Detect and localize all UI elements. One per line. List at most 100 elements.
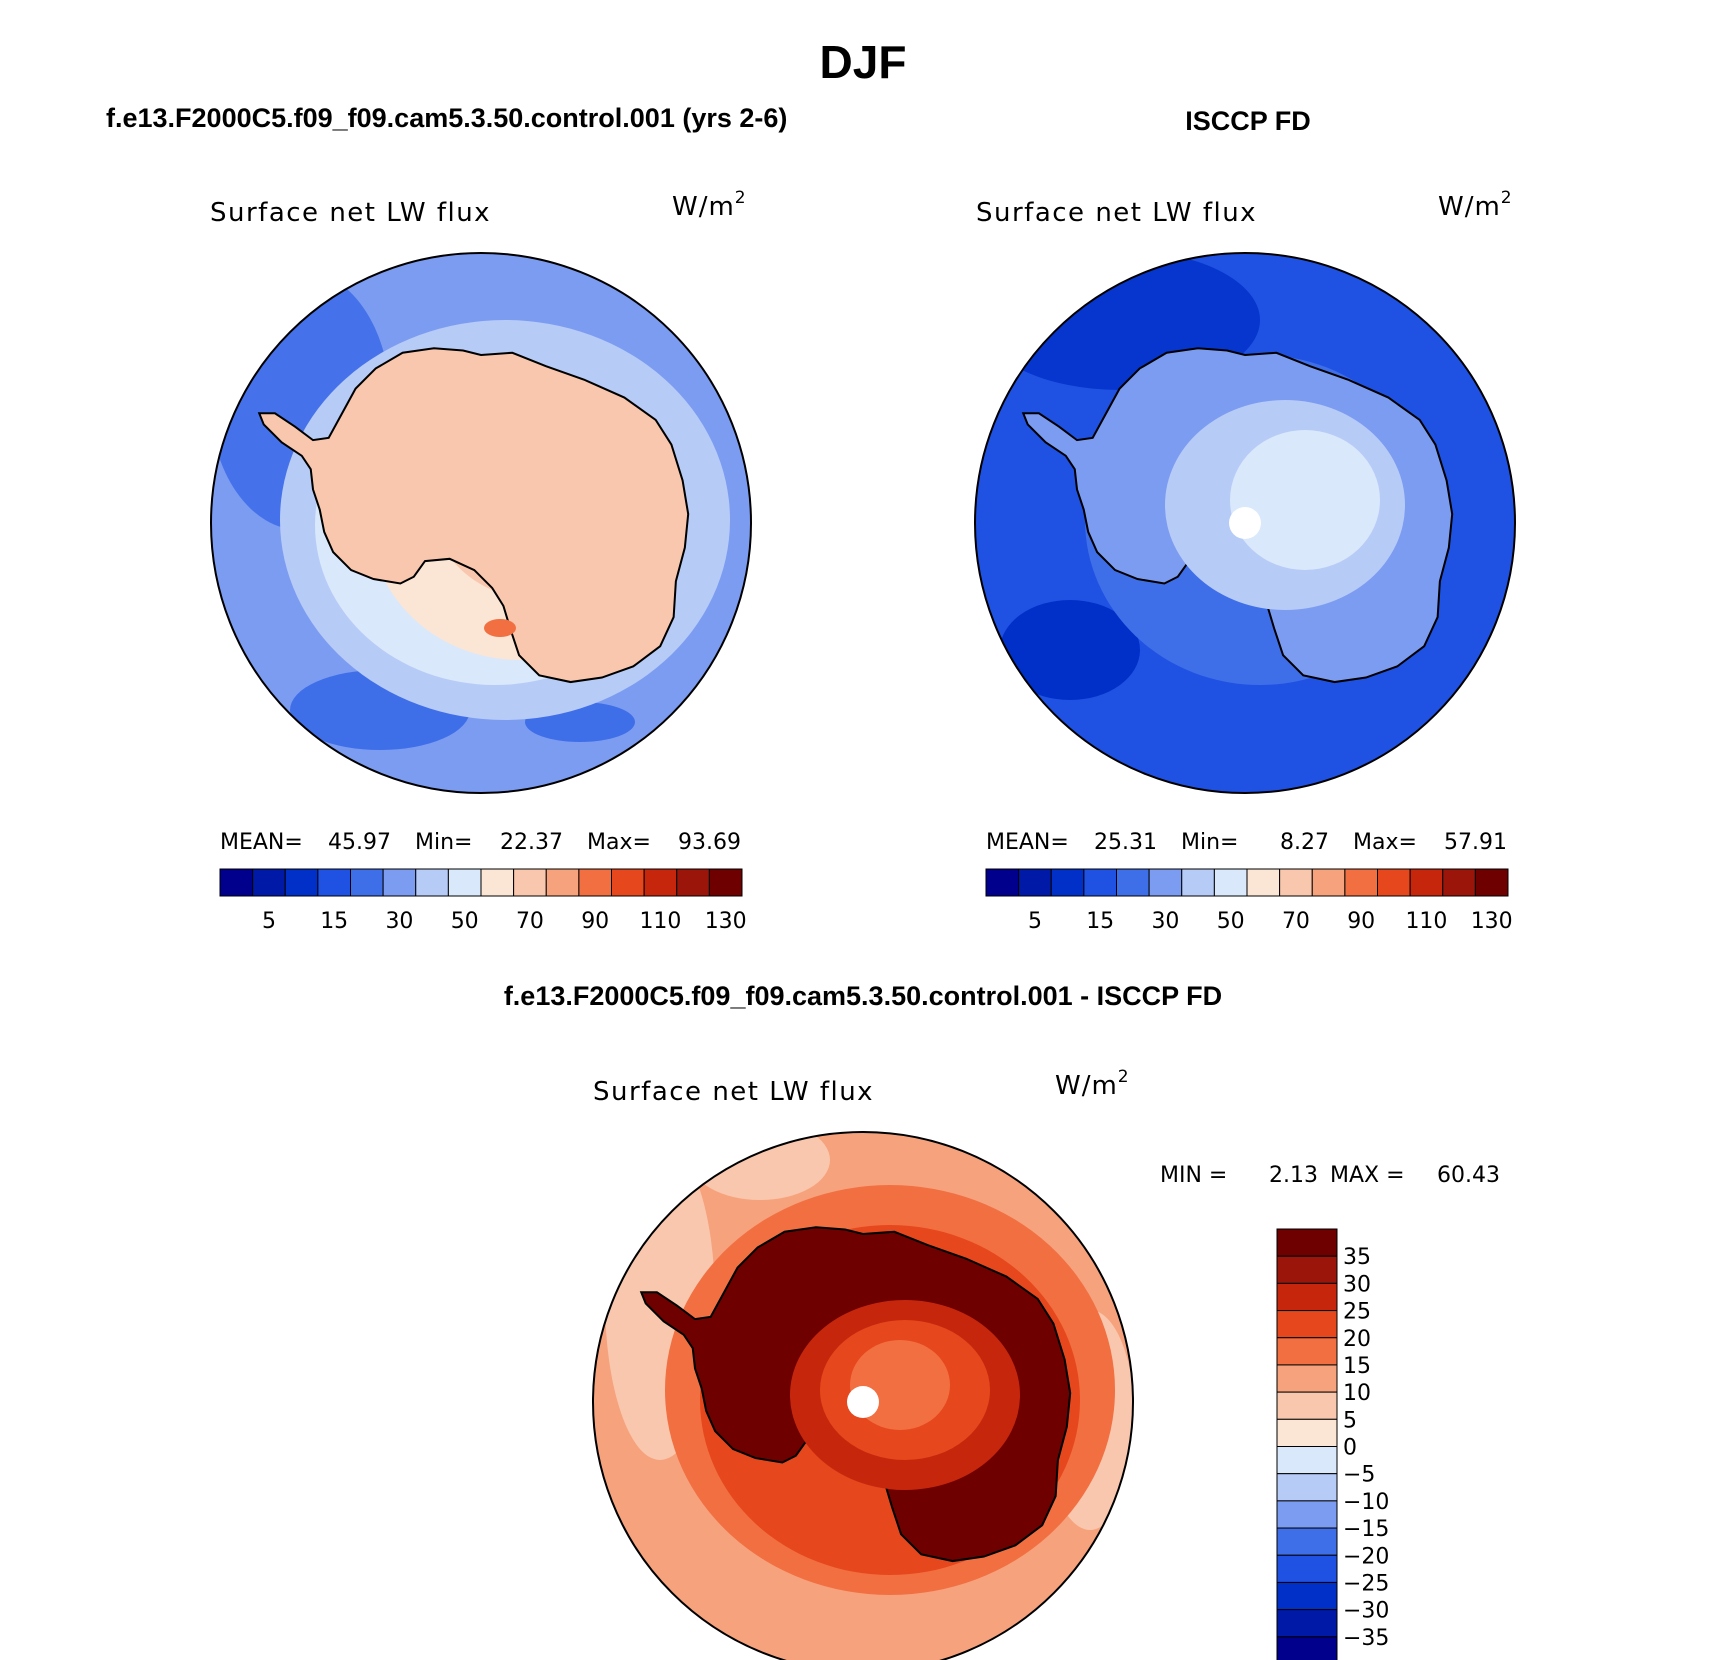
colorbar-model-tick-label: 30 <box>385 909 413 934</box>
colorbar-obs-swatch <box>1116 868 1150 897</box>
map-obs-boundary <box>974 252 1516 794</box>
colorbar-diff-tick-label: 10 <box>1343 1381 1371 1406</box>
panel-model-mean-value: 45.97 <box>328 830 391 855</box>
colorbar-diff-tick-label: −5 <box>1343 1463 1375 1488</box>
panel-obs-mean-label: MEAN= <box>986 830 1069 855</box>
panel-model-units: W/m2 <box>672 188 747 222</box>
colorbar-obs-tick-label: 15 <box>1086 909 1114 934</box>
colorbar-diff-tick-label: −25 <box>1343 1571 1389 1596</box>
panel-obs: ISCCP FD Surface net LW flux W/m2 MEAN= … <box>974 106 1516 934</box>
colorbar-model-swatch <box>284 868 319 897</box>
colorbar-diff-tick-label: 25 <box>1343 1300 1371 1325</box>
pole-mask-obs <box>1229 507 1261 539</box>
colorbar-model-tick-label: 15 <box>320 909 348 934</box>
colorbar-diff-swatch <box>1276 1473 1338 1502</box>
colorbar-obs-tick-label: 5 <box>1028 909 1042 934</box>
map-diff-light-north <box>690 1132 830 1200</box>
colorbar-model-swatch <box>708 868 743 897</box>
panel-model-min-value: 22.37 <box>500 830 563 855</box>
colorbar-diff-swatch <box>1276 1391 1338 1420</box>
colorbar-diff-tick-label: −10 <box>1343 1490 1389 1515</box>
colorbar-model-swatch <box>382 868 417 897</box>
colorbar-obs-swatch <box>1311 868 1346 897</box>
panel-obs-max-label: Max= <box>1353 830 1417 855</box>
pole-mask-diff <box>847 1386 879 1418</box>
figure-title: DJF <box>820 36 907 88</box>
colorbar-diff-swatch <box>1276 1364 1338 1393</box>
panel-model-max-value: 93.69 <box>678 830 741 855</box>
colorbar-model-tick-label: 130 <box>705 909 747 934</box>
map-model <box>211 253 751 793</box>
colorbar-diff-tick-label: 20 <box>1343 1327 1371 1352</box>
colorbar-obs-swatch <box>985 868 1020 897</box>
colorbar-model-tick-label: 90 <box>581 909 609 934</box>
colorbar-obs-swatch <box>1442 868 1476 897</box>
colorbar-model-swatch <box>513 868 547 897</box>
colorbar-diff-swatch <box>1276 1554 1338 1583</box>
colorbar-obs-swatch <box>1050 868 1085 897</box>
colorbar-obs-swatch <box>1213 868 1248 897</box>
colorbar-obs-tick-label: 90 <box>1347 909 1375 934</box>
colorbar-model-tick-label: 70 <box>516 909 544 934</box>
panel-model-variable: Surface net LW flux <box>210 198 491 228</box>
panel-obs-mean-value: 25.31 <box>1094 830 1157 855</box>
colorbar-obs-tick-label: 30 <box>1151 909 1179 934</box>
colorbar-diff-tick-label: 5 <box>1343 1408 1357 1433</box>
panel-diff-min-label: MIN = <box>1160 1163 1227 1188</box>
panel-diff-units: W/m2 <box>1055 1067 1130 1101</box>
colorbar-diff-tick-label: 15 <box>1343 1354 1371 1379</box>
colorbar-diff-tick-label: 35 <box>1343 1245 1371 1270</box>
colorbar-obs-swatch <box>1018 868 1052 897</box>
colorbar-obs-swatch <box>1344 868 1378 897</box>
map-model-boundary <box>210 252 752 794</box>
colorbar-model-swatch <box>252 868 286 897</box>
colorbar-model-swatch <box>676 868 710 897</box>
panel-diff-max-label: MAX = <box>1330 1163 1405 1188</box>
colorbar-model-swatch <box>480 868 515 897</box>
panel-diff-case-label: f.e13.F2000C5.f09_f09.cam5.3.50.control.… <box>504 981 1222 1011</box>
colorbar-model-swatch <box>350 868 384 897</box>
colorbar-model-tick-label: 50 <box>451 909 479 934</box>
colorbar-obs-swatch <box>1279 868 1313 897</box>
colorbar-obs-tick-label: 130 <box>1471 909 1513 934</box>
map-diff-boundary <box>592 1131 1134 1660</box>
colorbar-diff-tick-label: 0 <box>1343 1436 1357 1461</box>
colorbar-model-swatch <box>578 868 612 897</box>
colorbar-diff-tick-label: −15 <box>1343 1517 1389 1542</box>
colorbar-obs-tick-label: 110 <box>1405 909 1447 934</box>
colorbar-model-swatch <box>545 868 580 897</box>
panel-obs-min-value: 8.27 <box>1280 830 1329 855</box>
map-obs-dark-band-southwest <box>1000 600 1140 700</box>
panel-model-min-label: Min= <box>415 830 472 855</box>
colorbar-diff-swatch <box>1276 1310 1338 1339</box>
colorbar-obs-swatch <box>1409 868 1444 897</box>
colorbar-obs-tick-label: 50 <box>1217 909 1245 934</box>
colorbar-obs-swatch <box>1377 868 1411 897</box>
panel-obs-variable: Surface net LW flux <box>976 198 1257 228</box>
colorbar-diff-swatch <box>1276 1337 1338 1366</box>
colorbar-model: 5 15 30 50 70 90 110 130 <box>219 868 747 934</box>
colorbar-obs-swatch <box>1083 868 1117 897</box>
colorbar-diff-tick-label: −20 <box>1343 1544 1389 1569</box>
colorbar-diff-swatch <box>1276 1527 1338 1556</box>
colorbar-model-swatch <box>643 868 678 897</box>
colorbar-diff-swatch <box>1276 1228 1338 1257</box>
colorbar-model-tick-label: 110 <box>639 909 681 934</box>
map-obs-plateau-inner <box>1230 430 1380 570</box>
panel-obs-min-label: Min= <box>1181 830 1238 855</box>
colorbar-obs-tick-label: 70 <box>1282 909 1310 934</box>
panel-obs-max-value: 57.91 <box>1444 830 1507 855</box>
panel-model-case-label: f.e13.F2000C5.f09_f09.cam5.3.50.control.… <box>106 103 787 133</box>
panel-model-mean-label: MEAN= <box>220 830 303 855</box>
colorbar-diff-tick-label: −30 <box>1343 1599 1389 1624</box>
colorbar-model-swatch <box>611 868 645 897</box>
colorbar-diff-swatch <box>1276 1255 1338 1284</box>
colorbar-model-swatch <box>415 868 449 897</box>
colorbar-diff-swatch <box>1276 1500 1338 1529</box>
panel-diff-min-value: 2.13 <box>1269 1163 1318 1188</box>
panel-diff-variable: Surface net LW flux <box>593 1077 874 1107</box>
colorbar-diff-swatch <box>1276 1446 1338 1475</box>
colorbar-diff-swatch <box>1276 1282 1338 1312</box>
